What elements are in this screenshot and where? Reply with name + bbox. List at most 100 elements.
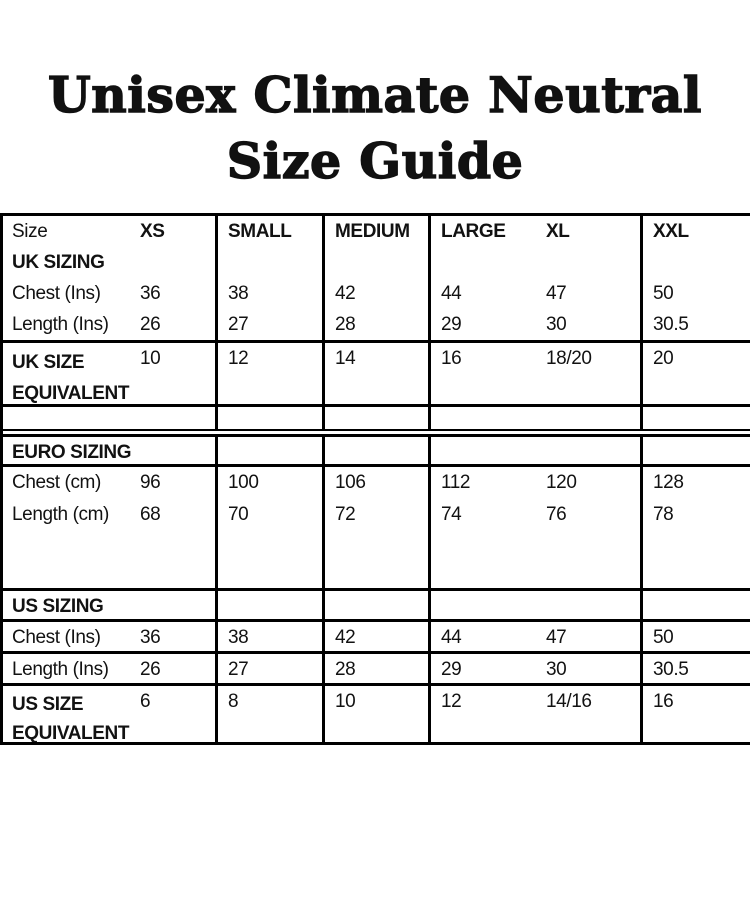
cell-uk-length-large: 29 xyxy=(441,314,462,335)
table-row-euro-chest: Chest (cm) 96 100 106 112 120 128 xyxy=(3,464,750,499)
cell xyxy=(133,531,218,588)
cell xyxy=(133,407,218,429)
table-row-euro-filler xyxy=(3,531,750,588)
cell-us-length-large: 29 xyxy=(441,659,462,680)
cell-us-equiv-small: 8 xyxy=(218,686,325,742)
column-header-xs: XS xyxy=(133,216,218,247)
cell xyxy=(536,407,643,429)
cell-uk-chest-small: 38 xyxy=(218,278,325,309)
section-heading-euro: EURO SIZING xyxy=(12,442,132,463)
row-label-us-chest: Chest (Ins) xyxy=(12,627,101,648)
row-label-uk-chest: Chest (Ins) xyxy=(12,283,101,304)
cell xyxy=(431,437,536,464)
cell-uk-length-xxl: 30.5 xyxy=(653,314,689,335)
cell xyxy=(325,437,431,464)
cell-us-length-small: 27 xyxy=(218,654,325,683)
cell xyxy=(643,437,750,464)
cell-uk-equiv-xs: 10 xyxy=(133,343,218,404)
cell xyxy=(431,591,536,619)
cell-uk-chest-medium: 42 xyxy=(325,278,431,309)
row-label-euro-chest: Chest (cm) xyxy=(12,472,101,493)
cell-euro-length-xxl: 78 xyxy=(653,504,674,525)
cell-uk-chest-xxl: 50 xyxy=(653,283,674,304)
row-label-uk-equivalent: UK SIZE EQUIVALENT xyxy=(12,352,130,404)
cell xyxy=(325,591,431,619)
cell xyxy=(218,437,325,464)
column-header-large: LARGE xyxy=(441,221,506,242)
column-header-xxl: XXL xyxy=(653,221,689,242)
cell-uk-equiv-xl: 18/20 xyxy=(536,343,643,404)
column-header-medium: MEDIUM xyxy=(325,216,431,247)
column-header-small: SMALL xyxy=(218,216,325,247)
cell xyxy=(133,591,218,619)
cell-euro-length-xs: 68 xyxy=(133,499,218,531)
cell-uk-length-medium: 28 xyxy=(325,309,431,340)
cell-euro-chest-xs: 96 xyxy=(133,467,218,499)
cell xyxy=(536,591,643,619)
cell-euro-length-large: 74 xyxy=(441,504,462,525)
table-row-us-equivalent: US SIZE EQUIVALENT 6 8 10 12 14/16 16 xyxy=(3,683,750,745)
cell-uk-chest-large: 44 xyxy=(441,283,462,304)
cell xyxy=(325,407,431,429)
cell xyxy=(218,247,325,278)
cell xyxy=(536,531,643,588)
cell-us-length-xxl: 30.5 xyxy=(653,659,689,680)
table-row-header: Size XS SMALL MEDIUM LARGE XL XXL xyxy=(3,216,750,247)
cell-us-equiv-medium: 10 xyxy=(325,686,431,742)
cell-uk-equiv-large: 16 xyxy=(441,348,462,369)
size-guide-table: Size XS SMALL MEDIUM LARGE XL XXL UK SIZ… xyxy=(0,213,750,745)
cell-us-equiv-xl: 14/16 xyxy=(536,686,643,742)
cell-uk-equiv-medium: 14 xyxy=(325,343,431,404)
cell-euro-length-small: 70 xyxy=(218,499,325,531)
cell xyxy=(536,247,643,278)
table-row-uk-equivalent: UK SIZE EQUIVALENT 10 12 14 16 18/20 20 xyxy=(3,340,750,404)
section-heading-us: US SIZING xyxy=(12,596,104,617)
cell xyxy=(643,407,750,429)
cell-uk-length-xs: 26 xyxy=(133,309,218,340)
cell-uk-equiv-small: 12 xyxy=(218,343,325,404)
cell-us-chest-xs: 36 xyxy=(133,622,218,651)
cell xyxy=(643,591,750,619)
cell xyxy=(3,531,133,588)
table-row-us-heading: US SIZING xyxy=(3,588,750,619)
cell xyxy=(431,531,536,588)
row-label-euro-length: Length (cm) xyxy=(12,504,109,525)
cell-us-chest-medium: 42 xyxy=(325,622,431,651)
cell xyxy=(3,407,133,429)
cell-euro-chest-large: 112 xyxy=(441,472,471,493)
cell-uk-length-xl: 30 xyxy=(536,309,643,340)
row-label-uk-length: Length (Ins) xyxy=(12,314,109,335)
page-title: Unisex Climate Neutral Size Guide xyxy=(0,0,750,194)
cell-euro-chest-small: 100 xyxy=(218,467,325,499)
cell xyxy=(218,591,325,619)
row-label-us-equivalent: US SIZE EQUIVALENT xyxy=(12,694,130,742)
row-label-us-length: Length (Ins) xyxy=(12,659,109,680)
title-line-2: Size Guide xyxy=(226,131,524,190)
cell xyxy=(218,407,325,429)
cell-us-equiv-xs: 6 xyxy=(133,686,218,742)
cell xyxy=(133,247,218,278)
cell-uk-length-small: 27 xyxy=(218,309,325,340)
cell-uk-equiv-xxl: 20 xyxy=(653,348,674,369)
cell-us-length-medium: 28 xyxy=(325,654,431,683)
cell xyxy=(325,531,431,588)
cell-us-equiv-large: 12 xyxy=(441,691,462,712)
title-line-1: Unisex Climate Neutral xyxy=(47,65,703,124)
cell xyxy=(431,407,536,429)
cell-euro-length-xl: 76 xyxy=(536,499,643,531)
table-row-uk-chest: Chest (Ins) 36 38 42 44 47 50 xyxy=(3,278,750,309)
cell-uk-chest-xl: 47 xyxy=(536,278,643,309)
cell-us-chest-small: 38 xyxy=(218,622,325,651)
cell-us-chest-xxl: 50 xyxy=(653,627,674,648)
table-row-euro-heading: EURO SIZING xyxy=(3,434,750,464)
header-size-label: Size xyxy=(12,221,48,242)
column-header-xl: XL xyxy=(536,216,643,247)
cell-us-chest-large: 44 xyxy=(441,627,462,648)
table-row-uk-length: Length (Ins) 26 27 28 29 30 30.5 xyxy=(3,309,750,340)
cell xyxy=(218,531,325,588)
cell-us-chest-xl: 47 xyxy=(536,622,643,651)
cell xyxy=(643,247,750,278)
cell-euro-chest-xxl: 128 xyxy=(653,472,684,493)
cell-us-length-xl: 30 xyxy=(536,654,643,683)
